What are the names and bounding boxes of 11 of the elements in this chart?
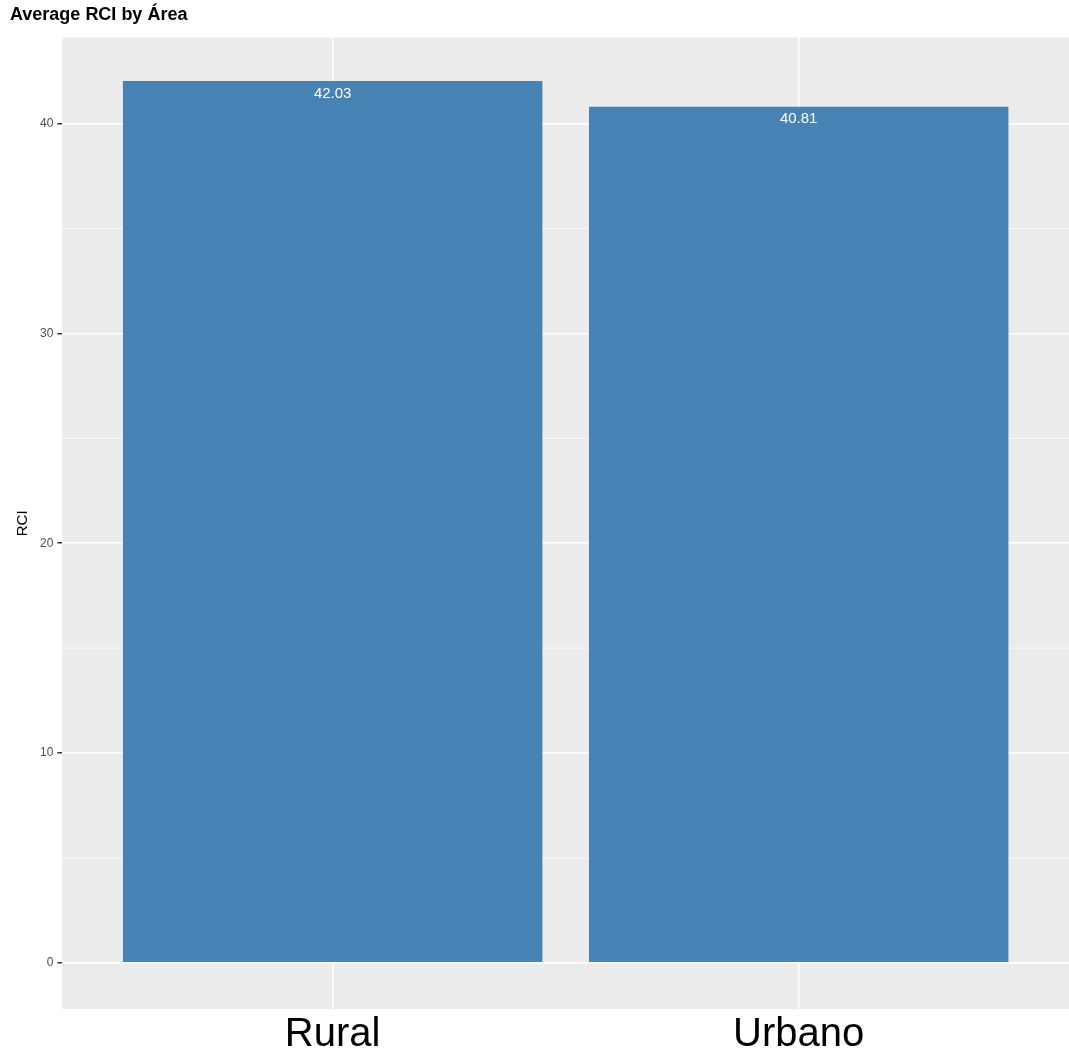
chart-title: Average RCI by Área xyxy=(10,2,189,24)
data-label: 40.81 xyxy=(779,109,818,127)
y-tick-label: 10 xyxy=(39,745,54,760)
y-axis-title: RCI xyxy=(13,510,31,537)
y-tick-label: 20 xyxy=(39,535,54,550)
data-label: 42.03 xyxy=(313,83,352,101)
y-tick-label: 30 xyxy=(39,325,54,340)
y-tick-label: 0 xyxy=(46,955,54,970)
x-tick-label: Rural xyxy=(284,1010,381,1055)
x-tick-label: Urbano xyxy=(733,1010,865,1055)
y-tick-label: 40 xyxy=(39,115,54,130)
